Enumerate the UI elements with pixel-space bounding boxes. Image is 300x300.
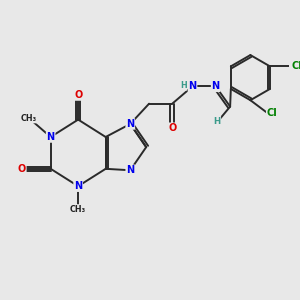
Text: O: O [168, 123, 176, 133]
Text: H: H [214, 117, 221, 126]
Text: O: O [18, 164, 26, 174]
Text: N: N [126, 165, 134, 175]
Text: H: H [180, 81, 187, 90]
Text: N: N [188, 81, 196, 91]
Text: O: O [74, 90, 82, 100]
Text: N: N [126, 119, 134, 129]
Text: Cl: Cl [292, 61, 300, 71]
Text: N: N [74, 181, 82, 191]
Text: N: N [212, 81, 220, 91]
Text: CH₃: CH₃ [21, 114, 37, 123]
Text: N: N [46, 132, 55, 142]
Text: Cl: Cl [267, 108, 278, 118]
Text: CH₃: CH₃ [70, 205, 86, 214]
